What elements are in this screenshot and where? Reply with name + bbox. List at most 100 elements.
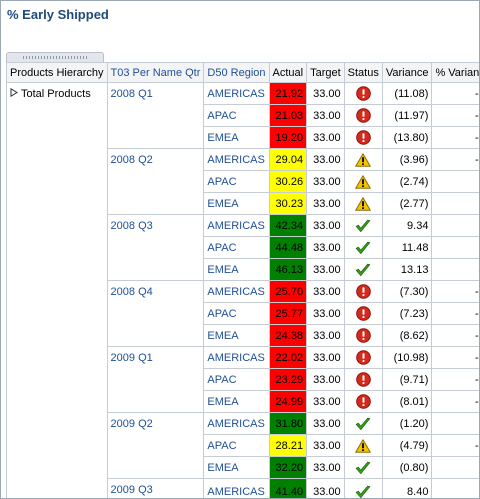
header-quarter[interactable]: T03 Per Name Qtr [106,62,205,83]
warning-icon [355,196,372,211]
status-cell [343,258,383,281]
status-cell [343,434,383,457]
quarter-cell[interactable]: 2008 Q3 [106,214,205,281]
status-cell [343,126,383,149]
region-cell[interactable]: AMERICAS [203,214,270,237]
header-target[interactable]: Target [306,62,345,83]
region-cell[interactable]: APAC [203,434,270,457]
region-cell[interactable]: EMEA [203,258,270,281]
pct-variance-cell: -34 [431,82,479,105]
actual-cell: 30.23 [268,192,308,215]
actual-cell: 29.04 [268,148,308,171]
pct-variance-cell: 28 [431,214,479,237]
header-region[interactable]: D50 Region [203,62,270,83]
region-cell[interactable]: AMERICAS [203,478,270,498]
pct-variance-cell: -36 [431,104,479,127]
total-products-label: Total Products [21,88,91,100]
pct-variance-cell: -8 [431,192,479,215]
region-cell[interactable]: APAC [203,236,270,259]
header-variance[interactable]: Variance [381,62,433,83]
header-products-hierarchy[interactable]: Products Hierarchy [6,62,108,83]
target-cell: 33.00 [306,104,345,127]
actual-cell: 23.29 [268,368,308,391]
pivot-drag-handle[interactable] [6,52,104,62]
target-cell: 33.00 [306,434,345,457]
error-icon [355,86,371,101]
pct-variance-cell: -26 [431,324,479,347]
target-cell: 33.00 [306,456,345,479]
region-cell[interactable]: APAC [203,104,270,127]
status-cell [343,346,383,369]
region-cell[interactable]: EMEA [203,390,270,413]
actual-cell: 46.13 [268,258,308,281]
header-actual[interactable]: Actual [268,62,308,83]
quarter-cell[interactable]: 2009 Q2 [106,412,205,479]
error-icon [355,130,371,145]
region-cell[interactable]: EMEA [203,324,270,347]
region-cell[interactable]: AMERICAS [203,412,270,435]
region-cell[interactable]: AMERICAS [203,346,270,369]
error-icon [355,394,371,409]
target-cell: 33.00 [306,368,345,391]
region-cell[interactable]: EMEA [203,126,270,149]
region-cell[interactable]: APAC [203,368,270,391]
check-icon [355,219,371,232]
variance-cell: (7.23) [381,302,433,325]
actual-cell: 41.40 [268,478,308,498]
target-cell: 33.00 [306,302,345,325]
region-cell[interactable]: EMEA [203,456,270,479]
actual-cell: 31.80 [268,412,308,435]
warning-icon [355,152,372,167]
region-cell[interactable]: EMEA [203,192,270,215]
variance-cell: (13.80) [381,126,433,149]
pivot-table: Products Hierarchy T03 Per Name Qtr D50 … [6,62,479,498]
actual-cell: 42.34 [268,214,308,237]
variance-cell: (4.79) [381,434,433,457]
status-cell [343,170,383,193]
header-pct-variance[interactable]: % Variance [431,62,479,83]
variance-cell: (7.30) [381,280,433,303]
table-row: Total Products 2008 Q1 AMERICAS 21.92 33.00(… [6,82,479,498]
variance-cell: (10.98) [381,346,433,369]
target-cell: 33.00 [306,258,345,281]
actual-cell: 21.92 [268,82,308,105]
quarter-cell[interactable]: 2008 Q1 [106,82,205,149]
view-title: % Early Shipped [7,7,109,22]
error-icon [355,328,371,343]
actual-cell: 19.20 [268,126,308,149]
status-cell [343,368,383,391]
region-cell[interactable]: AMERICAS [203,82,270,105]
pct-variance-cell: -2 [431,456,479,479]
actual-cell: 24.38 [268,324,308,347]
target-cell: 33.00 [306,346,345,369]
hierarchy-cell[interactable]: Total Products [6,82,108,498]
expand-triangle-icon[interactable] [10,87,18,100]
header-status[interactable]: Status [343,62,383,83]
status-cell [343,324,383,347]
region-cell[interactable]: APAC [203,170,270,193]
quarter-cell[interactable]: 2009 Q1 [106,346,205,413]
quarter-cell[interactable]: 2008 Q4 [106,280,205,347]
error-icon [355,372,371,387]
region-cell[interactable]: AMERICAS [203,148,270,171]
quarter-cell[interactable]: 2009 Q3 [106,478,205,498]
status-cell [343,214,383,237]
pct-variance-cell: -24 [431,390,479,413]
error-icon [355,108,371,123]
region-cell[interactable]: AMERICAS [203,280,270,303]
region-cell[interactable]: APAC [203,302,270,325]
variance-cell: (2.77) [381,192,433,215]
check-icon [355,241,371,254]
pct-variance-cell: -12 [431,148,479,171]
quarter-cell[interactable]: 2008 Q2 [106,148,205,215]
variance-cell: (2.74) [381,170,433,193]
check-icon [355,417,371,430]
target-cell: 33.00 [306,148,345,171]
variance-cell: (1.20) [381,412,433,435]
status-cell [343,104,383,127]
pct-variance-cell: -22 [431,302,479,325]
